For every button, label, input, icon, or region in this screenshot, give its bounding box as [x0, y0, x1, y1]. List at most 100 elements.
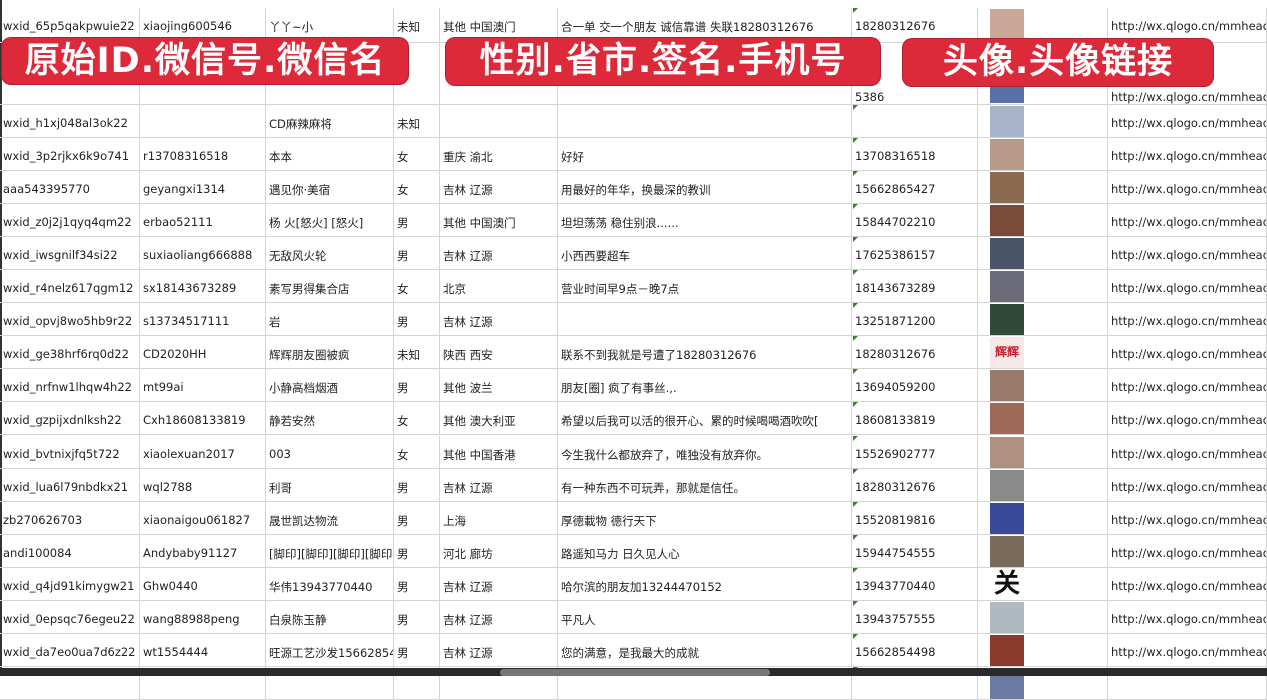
cell-id[interactable]: wxid_iwsgnilf34si22 — [0, 236, 140, 269]
cell-avatar[interactable] — [978, 303, 1108, 336]
cell-sign[interactable]: 您的满意，是我最大的成就 — [558, 634, 852, 667]
cell-id[interactable]: wxid_da7eo0ua7d6z22 — [0, 634, 140, 667]
cell-sex[interactable]: 男 — [394, 203, 440, 236]
cell-avatar[interactable]: 辉辉 — [978, 336, 1108, 369]
cell-region[interactable]: 其他 波兰 — [440, 369, 558, 402]
cell-url[interactable]: http://wx.qlogo.cn/mmhead — [1108, 435, 1267, 468]
cell-avatar[interactable]: 关 — [978, 567, 1108, 600]
cell-name[interactable]: 003 — [266, 435, 394, 468]
cell-region[interactable]: 其他 中国香港 — [440, 435, 558, 468]
cell-sex[interactable]: 未知 — [394, 104, 440, 137]
cell-region[interactable]: 吉林 辽源 — [440, 567, 558, 600]
cell-sign[interactable] — [558, 104, 852, 137]
cell-id[interactable]: wxid_nrfnw1lhqw4h22 — [0, 369, 140, 402]
cell-region[interactable]: 吉林 辽源 — [440, 601, 558, 634]
cell-phone[interactable]: 15944754555 — [852, 534, 978, 567]
cell-sign[interactable]: 用最好的年华，换最深的教训 — [558, 170, 852, 203]
cell-avatar[interactable] — [978, 270, 1108, 303]
cell-id[interactable]: wxid_ge38hrf6rq0d22 — [0, 336, 140, 369]
cell-region[interactable]: 吉林 辽源 — [440, 303, 558, 336]
cell-phone[interactable]: 13708316518 — [852, 137, 978, 170]
cell-avatar[interactable] — [978, 8, 1108, 42]
cell-phone[interactable]: 13251871200 — [852, 303, 978, 336]
cell-wx[interactable]: suxiaoliang666888 — [140, 236, 266, 269]
cell-wx[interactable]: wql2788 — [140, 468, 266, 501]
cell-sex[interactable]: 男 — [394, 501, 440, 534]
cell-avatar[interactable] — [978, 534, 1108, 567]
cell-phone[interactable]: 18280312676 — [852, 468, 978, 501]
cell-wx[interactable] — [140, 104, 266, 137]
cell-url[interactable]: http://wx.qlogo.cn/mmhead — [1108, 369, 1267, 402]
cell-name[interactable]: 本本 — [266, 137, 394, 170]
cell-url[interactable]: http://wx.qlogo.cn/mmhead — [1108, 104, 1267, 137]
cell-sign[interactable]: 好好 — [558, 137, 852, 170]
cell-name[interactable]: 白泉陈玉静 — [266, 601, 394, 634]
cell-phone[interactable]: 15662854498 — [852, 634, 978, 667]
cell-name[interactable]: 遇见你·美宿 — [266, 170, 394, 203]
cell-sex[interactable]: 男 — [394, 567, 440, 600]
cell-name[interactable]: 小静高档烟酒 — [266, 369, 394, 402]
cell-avatar[interactable] — [978, 501, 1108, 534]
cell-sex[interactable]: 男 — [394, 236, 440, 269]
cell-id[interactable]: aaa543395770 — [0, 170, 140, 203]
cell-region[interactable]: 其他 澳大利亚 — [440, 402, 558, 435]
cell-name[interactable]: [脚印][脚印][脚印][脚印] — [266, 534, 394, 567]
cell-sex[interactable]: 男 — [394, 468, 440, 501]
cell-wx[interactable]: sx18143673289 — [140, 270, 266, 303]
cell-sex[interactable]: 女 — [394, 435, 440, 468]
cell-sign[interactable]: 今生我什么都放弃了，唯独没有放弃你。 — [558, 435, 852, 468]
cell-name[interactable]: 晟世凯达物流 — [266, 501, 394, 534]
cell-sign[interactable]: 哈尔滨的朋友加13244470152 — [558, 567, 852, 600]
cell-region[interactable]: 吉林 辽源 — [440, 236, 558, 269]
cell-phone[interactable]: 17625386157 — [852, 236, 978, 269]
cell-url[interactable]: http://wx.qlogo.cn/mmhead — [1108, 501, 1267, 534]
cell-phone[interactable]: 13943757555 — [852, 601, 978, 634]
cell-phone[interactable]: 15662865427 — [852, 170, 978, 203]
cell-id[interactable]: wxid_r4nelz617qgm12 — [0, 270, 140, 303]
cell-url[interactable]: http://wx.qlogo.cn/mmhead — [1108, 203, 1267, 236]
cell-url[interactable]: http://wx.qlogo.cn/mmhead — [1108, 137, 1267, 170]
cell-id[interactable]: wxid_gzpijxdnlksh22 — [0, 402, 140, 435]
cell-region[interactable]: 上海 — [440, 501, 558, 534]
cell-id[interactable]: zb270626703 — [0, 501, 140, 534]
cell-region[interactable]: 其他 中国澳门 — [440, 8, 558, 42]
cell-region[interactable]: 陕西 西安 — [440, 336, 558, 369]
cell-url[interactable]: http://wx.qlogo.cn/mmhead — [1108, 236, 1267, 269]
cell-id[interactable]: andi100084 — [0, 534, 140, 567]
cell-url[interactable]: http://wx.qlogo.cn/mmhead — [1108, 303, 1267, 336]
cell-id[interactable]: wxid_0epsqc76egeu22 — [0, 601, 140, 634]
cell-sign[interactable] — [558, 303, 852, 336]
cell-region[interactable]: 吉林 辽源 — [440, 170, 558, 203]
cell-url[interactable]: http://wx.qlogo.cn/mmhead — [1108, 634, 1267, 667]
cell-wx[interactable]: Andybaby91127 — [140, 534, 266, 567]
cell-wx[interactable]: Ghw0440 — [140, 567, 266, 600]
cell-sign[interactable]: 路遥知马力 日久见人心 — [558, 534, 852, 567]
cell-url[interactable]: http://wx.qlogo.cn/mmhead — [1108, 270, 1267, 303]
cell-avatar[interactable] — [978, 104, 1108, 137]
cell-avatar[interactable] — [978, 601, 1108, 634]
cell-name[interactable]: 素写男得集合店 — [266, 270, 394, 303]
cell-phone[interactable]: 18143673289 — [852, 270, 978, 303]
cell-sign[interactable]: 希望以后我可以活的很开心、累的时候喝喝酒吹吹[ — [558, 402, 852, 435]
cell-avatar[interactable] — [978, 468, 1108, 501]
cell-avatar[interactable] — [978, 236, 1108, 269]
cell-sex[interactable]: 男 — [394, 369, 440, 402]
cell-phone[interactable]: 18280312676 — [852, 8, 978, 42]
cell-region[interactable]: 吉林 辽源 — [440, 468, 558, 501]
cell-wx[interactable]: xiaojing600546 — [140, 8, 266, 42]
cell-avatar[interactable] — [978, 170, 1108, 203]
cell-sex[interactable]: 男 — [394, 601, 440, 634]
cell-id[interactable]: wxid_bvtnixjfq5t722 — [0, 435, 140, 468]
cell-sign[interactable]: 平凡人 — [558, 601, 852, 634]
cell-phone[interactable]: 15526902777 — [852, 435, 978, 468]
cell-url[interactable]: http://wx.qlogo.cn/mmhead — [1108, 601, 1267, 634]
cell-wx[interactable]: s13734517111 — [140, 303, 266, 336]
cell-wx[interactable]: wt1554444 — [140, 634, 266, 667]
cell-region[interactable]: 其他 中国澳门 — [440, 203, 558, 236]
cell-url[interactable]: http://wx.qlogo.cn/mmhead — [1108, 336, 1267, 369]
cell-id[interactable]: wxid_3p2rjkx6k9o741 — [0, 137, 140, 170]
cell-sign[interactable]: 朋友[圈] 疯了有事丝.,. — [558, 369, 852, 402]
cell-phone[interactable]: 15520819816 — [852, 501, 978, 534]
cell-phone[interactable]: 15844702210 — [852, 203, 978, 236]
cell-avatar[interactable] — [978, 435, 1108, 468]
